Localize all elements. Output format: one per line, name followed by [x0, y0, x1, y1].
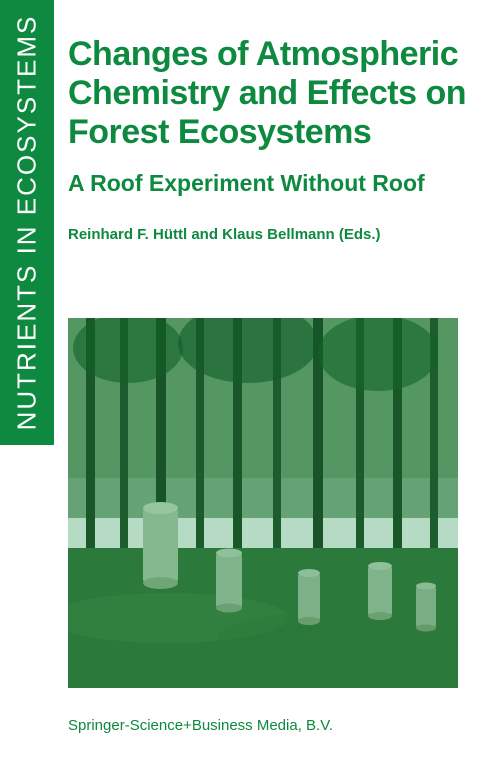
publisher-line: Springer-Science+Business Media, B.V. [68, 717, 333, 734]
book-title: Changes of Atmospheric Chemistry and Eff… [68, 35, 480, 152]
cover-photo [68, 318, 458, 688]
editors-line: Reinhard F. Hüttl and Klaus Bellmann (Ed… [68, 226, 480, 243]
book-subtitle: A Roof Experiment Without Roof [68, 170, 480, 198]
series-sidebar: NUTRIENTS IN ECOSYSTEMS [0, 0, 54, 445]
content-area: Changes of Atmospheric Chemistry and Eff… [68, 35, 480, 263]
series-label: NUTRIENTS IN ECOSYSTEMS [12, 15, 43, 431]
